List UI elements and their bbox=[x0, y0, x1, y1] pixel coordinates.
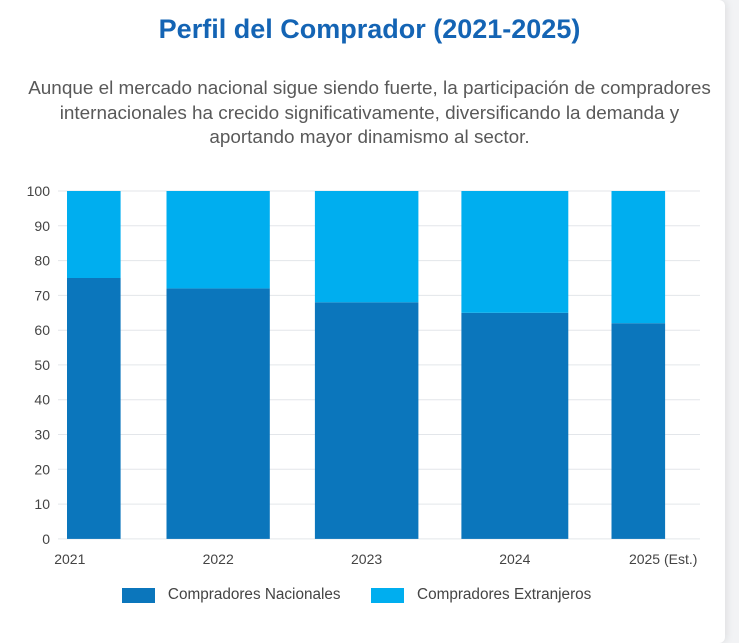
svg-text:50: 50 bbox=[34, 357, 50, 373]
svg-text:10: 10 bbox=[34, 496, 50, 512]
svg-text:70: 70 bbox=[34, 287, 50, 303]
svg-text:80: 80 bbox=[34, 253, 50, 269]
svg-text:2025 (Est.): 2025 (Est.) bbox=[629, 551, 697, 567]
svg-text:40: 40 bbox=[34, 392, 50, 408]
svg-text:2022: 2022 bbox=[203, 551, 234, 567]
svg-text:100: 100 bbox=[27, 183, 51, 199]
svg-text:2024: 2024 bbox=[499, 551, 530, 567]
svg-text:30: 30 bbox=[34, 427, 50, 443]
svg-text:20: 20 bbox=[34, 461, 50, 477]
svg-text:2023: 2023 bbox=[351, 551, 382, 567]
svg-text:60: 60 bbox=[34, 322, 50, 338]
svg-text:90: 90 bbox=[34, 218, 50, 234]
svg-text:0: 0 bbox=[42, 531, 50, 547]
svg-text:2021: 2021 bbox=[54, 551, 85, 567]
